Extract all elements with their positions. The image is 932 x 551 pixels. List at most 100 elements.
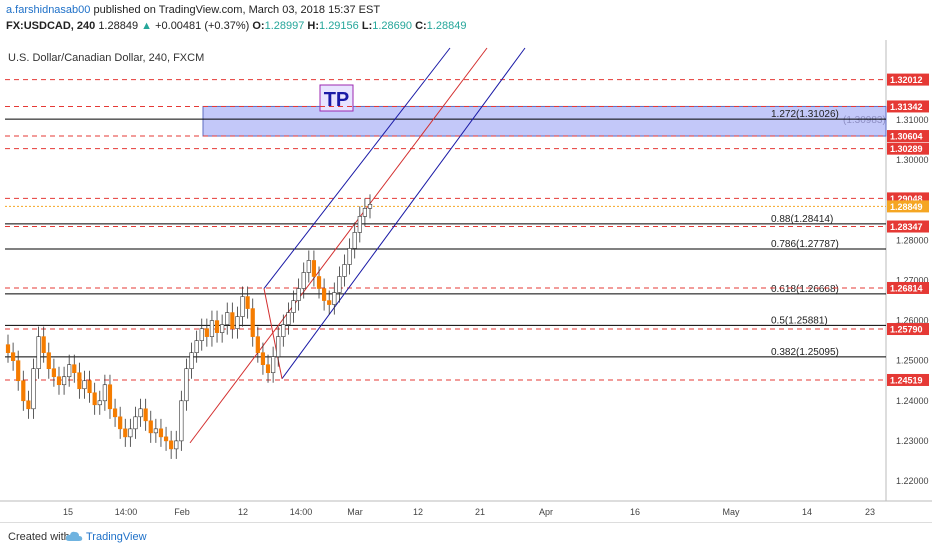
- published-text: published on TradingView.com, March 03, …: [90, 4, 381, 16]
- candle-body: [41, 336, 46, 353]
- channel-upper-line: [263, 47, 451, 289]
- candle-body: [220, 324, 225, 333]
- x-tick-label: 14:00: [290, 507, 313, 517]
- candle-body: [332, 292, 337, 305]
- price-chart-svg[interactable]: 1.320001.310001.300001.290001.280001.270…: [0, 40, 932, 522]
- y-tick-label: 1.31000: [896, 115, 929, 125]
- fib-level-label: 0.5(1.25881): [771, 315, 828, 326]
- created-with-text: Created with: [8, 531, 70, 543]
- candle-body: [10, 352, 16, 361]
- candle-body: [265, 364, 271, 374]
- level-price-label: 1.26814: [890, 283, 923, 293]
- level-price-tag: [887, 323, 929, 336]
- candle-body: [133, 416, 138, 430]
- chart-area[interactable]: 1.320001.310001.300001.290001.280001.270…: [0, 40, 932, 522]
- candle-body: [118, 416, 123, 430]
- x-tick-label: 14:00: [115, 507, 138, 517]
- candle-body: [260, 352, 266, 365]
- candle-body: [316, 276, 322, 289]
- channel-lower-line: [281, 47, 526, 380]
- y-tick-label: 1.23000: [896, 436, 929, 446]
- candle-body: [209, 320, 215, 337]
- candle-body: [189, 352, 194, 370]
- candle-body: [301, 272, 306, 289]
- level-price-tag: [887, 100, 929, 113]
- candle-body: [158, 428, 164, 438]
- candle-body: [61, 376, 67, 386]
- candle-body: [194, 340, 199, 353]
- tp-inner-label: (1.30983): [843, 115, 886, 126]
- x-tick-label: 12: [413, 507, 423, 517]
- candle-body: [5, 344, 11, 353]
- y-tick-label: 1.24000: [896, 396, 929, 406]
- candle-body: [153, 428, 158, 434]
- candle-body: [184, 368, 189, 402]
- candle-body: [163, 436, 169, 442]
- candle-body: [281, 324, 286, 337]
- pane-title: U.S. Dollar/Canadian Dollar, 240, FXCM: [8, 52, 205, 64]
- candle-body: [250, 308, 255, 337]
- candle-body: [51, 368, 56, 378]
- candle-body: [337, 276, 342, 293]
- candle-body: [26, 400, 31, 410]
- candle-body: [311, 260, 317, 277]
- tradingview-cloud-icon: [65, 529, 83, 546]
- candle-body: [240, 296, 245, 317]
- candle-body: [271, 356, 276, 374]
- high-value: 1.29156: [319, 20, 359, 32]
- x-tick-label: 15: [63, 507, 73, 517]
- candle-body: [367, 204, 373, 209]
- candle-body: [342, 264, 347, 277]
- footer: Created with TradingView: [0, 522, 932, 551]
- x-tick-label: 16: [630, 507, 640, 517]
- x-tick-label: Apr: [539, 507, 553, 517]
- up-arrow-icon: ▲: [141, 20, 153, 32]
- candle-body: [56, 376, 62, 386]
- level-price-tag: [887, 281, 929, 294]
- candle-body: [352, 232, 357, 249]
- candle-body: [199, 328, 204, 341]
- candle-body: [235, 316, 240, 329]
- fib-level-label: 0.618(1.26668): [771, 284, 839, 295]
- tp-zone-box: [202, 105, 887, 137]
- y-tick-label: 1.27000: [896, 276, 929, 286]
- candle-body: [123, 428, 128, 438]
- publish-line: a.farshidnasab00 published on TradingVie…: [6, 4, 380, 16]
- ohlc-line: FX:USDCAD, 240 1.28849 ▲ +0.00481 (+0.37…: [6, 20, 466, 32]
- x-tick-label: 23: [865, 507, 875, 517]
- level-price-tag: [887, 373, 929, 386]
- candle-body: [169, 440, 174, 450]
- fib-level-label: 1.272(1.31026): [771, 109, 839, 120]
- level-price-label: 1.29048: [890, 194, 923, 204]
- candle-body: [322, 288, 327, 301]
- tradingview-brand-link[interactable]: TradingView: [86, 531, 147, 543]
- fib-level-label: 0.88(1.28414): [771, 214, 833, 225]
- low-label: L:: [361, 20, 373, 32]
- symbol-label: FX:USDCAD, 240: [6, 20, 96, 32]
- open-value: 1.28997: [264, 20, 305, 32]
- level-price-tag: [887, 73, 929, 86]
- x-tick-label: Feb: [174, 507, 190, 517]
- current-price-label: 1.28849: [890, 202, 923, 212]
- y-tick-label: 1.26000: [896, 316, 929, 326]
- low-value: 1.28690: [372, 20, 412, 32]
- fib-level-label: 0.382(1.25095): [771, 347, 839, 358]
- x-tick-label: May: [722, 507, 740, 517]
- level-price-label: 1.24519: [890, 375, 923, 385]
- y-tick-label: 1.30000: [896, 155, 929, 165]
- candle-body: [97, 400, 102, 406]
- level-price-label: 1.25790: [890, 325, 923, 335]
- level-price-label: 1.30604: [890, 132, 923, 142]
- candle-body: [276, 336, 281, 357]
- candle-body: [245, 296, 250, 309]
- candle-body: [347, 248, 352, 265]
- candle-body: [36, 336, 41, 370]
- candle-body: [31, 368, 36, 410]
- x-tick-label: Mar: [347, 507, 363, 517]
- candle-body: [204, 328, 209, 337]
- candle-body: [174, 440, 179, 450]
- author-link[interactable]: a.farshidnasab00: [6, 4, 91, 16]
- level-price-label: 1.28347: [890, 222, 923, 232]
- level-price-label: 1.32012: [890, 75, 923, 85]
- candle-body: [112, 408, 118, 418]
